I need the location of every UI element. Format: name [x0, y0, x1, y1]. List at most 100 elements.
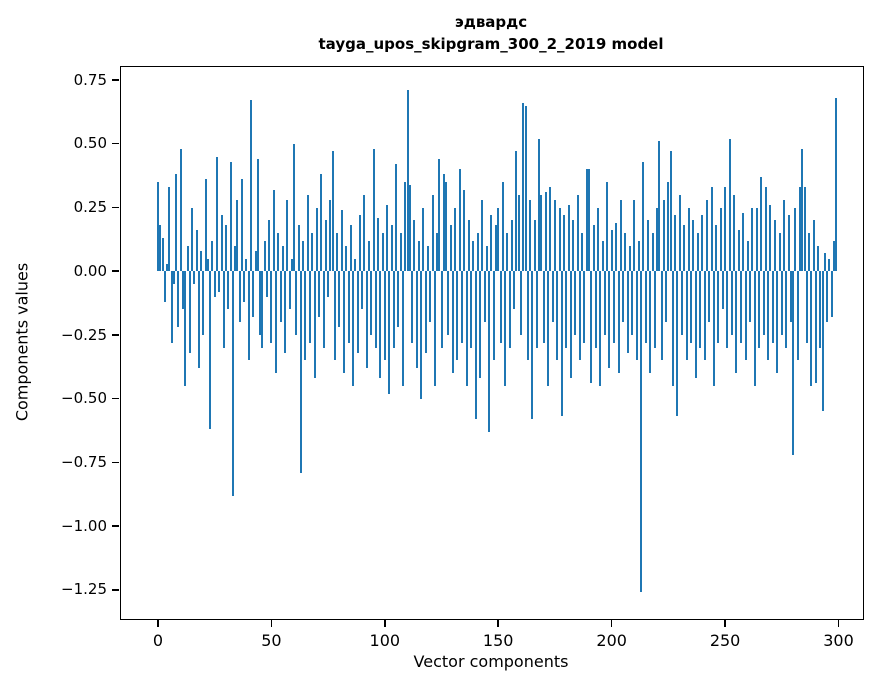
bar [549, 187, 552, 272]
bar [329, 199, 332, 272]
x-tick [270, 620, 273, 627]
plot-area: 0.75 0.50 0.25 0.00 −0.25 −0.50 −0.75 −1.00 −1.2… [61, 66, 864, 650]
bar [238, 271, 241, 323]
y-tick [112, 206, 119, 209]
bar [814, 271, 817, 384]
x-tick-label: 50 [261, 631, 282, 650]
bar [592, 225, 595, 272]
bar [558, 207, 561, 272]
bar [733, 194, 736, 272]
bar [349, 225, 352, 272]
bar [742, 212, 745, 272]
x-tick [610, 620, 613, 627]
bar [197, 271, 200, 369]
x-tick [497, 620, 499, 627]
bar [656, 207, 658, 272]
bar [463, 189, 466, 272]
bar [606, 182, 609, 272]
bar [833, 240, 835, 272]
bar [322, 271, 325, 348]
bar [218, 271, 221, 292]
bar [417, 240, 420, 272]
bar [274, 271, 277, 374]
bar [479, 271, 482, 379]
bar [712, 271, 715, 386]
bar [472, 240, 475, 272]
bar [458, 169, 461, 272]
bar [506, 233, 509, 272]
bar [367, 240, 370, 272]
y-tick-label: 0.00 [73, 261, 107, 280]
bar [277, 233, 280, 272]
bar [191, 207, 193, 272]
bar [715, 225, 717, 272]
bar [343, 271, 345, 374]
bar [268, 220, 271, 272]
bar [399, 233, 402, 272]
bar [622, 271, 624, 323]
bar [792, 271, 795, 455]
bar [331, 151, 334, 272]
bar [426, 245, 429, 272]
y-tick [112, 142, 119, 145]
chart-title: эдвардс [454, 13, 528, 31]
bar [284, 271, 286, 353]
bar [760, 176, 763, 272]
bar [404, 182, 407, 272]
y-tick-label: −1.00 [61, 516, 107, 535]
bar [780, 271, 783, 335]
bar [563, 215, 565, 272]
bar [433, 271, 436, 386]
x-axis-label: Vector components [413, 652, 569, 671]
bar [363, 194, 366, 272]
bar [578, 271, 581, 361]
bar [422, 207, 425, 272]
bar [397, 271, 400, 328]
bar [705, 199, 708, 272]
bar [640, 271, 643, 593]
bar [354, 258, 357, 272]
bar [728, 138, 731, 272]
bar [451, 271, 454, 374]
bar [749, 271, 751, 323]
bar [202, 271, 205, 335]
bar [324, 220, 327, 272]
bar [660, 271, 663, 361]
bar [370, 271, 373, 335]
bar [501, 182, 504, 272]
bar [311, 233, 314, 272]
bar [785, 271, 788, 348]
bar [247, 271, 250, 361]
bar [365, 271, 368, 369]
x-tick [157, 620, 159, 627]
bar [810, 271, 813, 386]
bar [601, 240, 604, 272]
bar [771, 271, 774, 343]
bar [440, 271, 443, 348]
bar [172, 271, 175, 284]
bar [517, 194, 520, 272]
bar [787, 215, 790, 272]
bar [637, 240, 640, 272]
bar [465, 271, 468, 386]
bar [567, 204, 570, 272]
bar [424, 271, 427, 353]
bar [610, 230, 613, 272]
bar [744, 271, 747, 361]
bar [805, 271, 808, 343]
bar [220, 215, 223, 272]
x-tick [837, 620, 840, 627]
bar [551, 271, 554, 323]
bar [626, 271, 629, 353]
bar [222, 271, 225, 348]
bar [515, 151, 518, 272]
bar [413, 220, 416, 272]
bar [374, 271, 377, 348]
bar [671, 271, 674, 386]
bar [678, 194, 681, 272]
bar [347, 271, 350, 343]
bar [710, 187, 713, 272]
bar [381, 233, 384, 272]
bar [687, 207, 690, 272]
bar [533, 220, 536, 272]
